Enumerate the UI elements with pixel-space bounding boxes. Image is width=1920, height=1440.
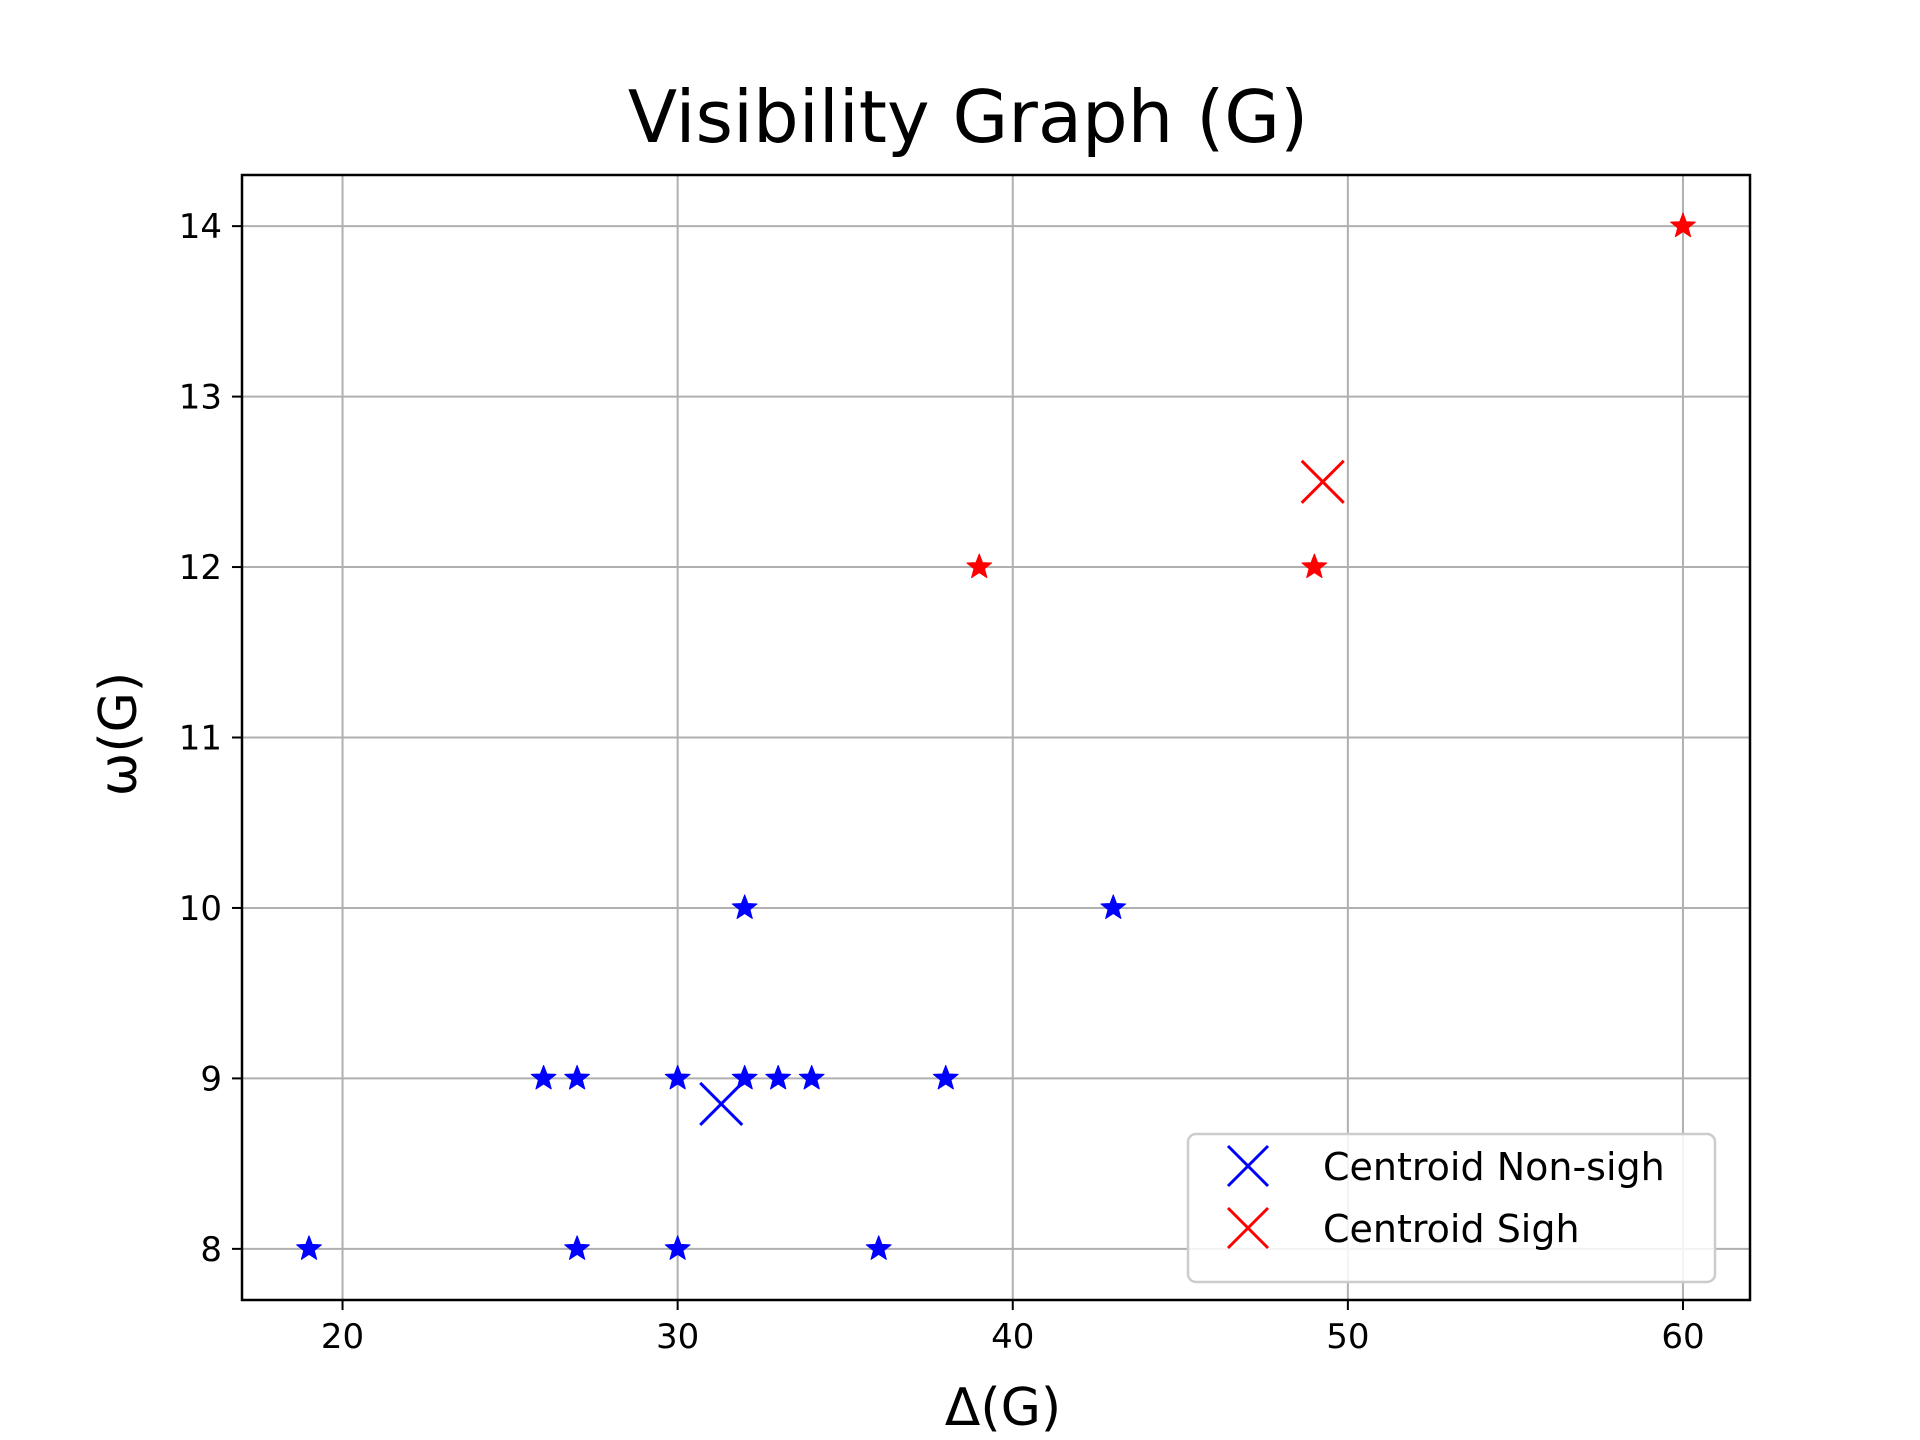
chart-title: Visibility Graph (G) [628,75,1308,159]
x-axis-label: Δ(G) [945,1378,1061,1438]
legend-label: Centroid Sigh [1323,1207,1580,1251]
x-tick-label: 30 [656,1317,699,1357]
data-point-star [932,1064,959,1090]
y-tick-label: 8 [200,1230,222,1270]
data-point-star [530,1064,557,1090]
legend: Centroid Non-sigh Centroid Sigh [1186,1132,1717,1284]
data-point-star [664,1235,691,1260]
data-point-star [865,1235,892,1260]
axis-ticks: 20 30 40 50 60 8 9 10 11 12 13 14 [179,207,1705,1357]
data-point-star [1670,212,1696,238]
data-point-star [731,894,758,919]
centroid-marker [1300,459,1345,504]
data-point-star [1100,894,1127,919]
legend-box [1186,1132,1717,1284]
y-axis-label: ω(G) [89,672,149,796]
x-tick-label: 50 [1326,1317,1369,1357]
y-tick-label: 10 [179,889,222,929]
y-tick-label: 12 [179,548,222,588]
y-tick-label: 11 [179,719,222,759]
y-tick-label: 13 [179,378,222,418]
x-tick-label: 20 [321,1317,364,1357]
x-tick-label: 60 [1661,1317,1704,1357]
legend-label: Centroid Non-sigh [1323,1145,1665,1189]
data-point-star [1301,553,1328,579]
data-point-star [731,1064,758,1090]
y-tick-label: 9 [200,1059,222,1099]
data-point-star [564,1064,590,1090]
data-point-star [966,553,993,579]
data-point-star [664,1064,691,1090]
data-point-star [564,1235,590,1260]
data-point-star [765,1064,792,1090]
data-point-star [296,1235,322,1260]
data-marks [296,212,1696,1260]
legend-marker [1226,1206,1270,1250]
y-tick-label: 14 [179,207,222,247]
centroid-marker [699,1081,744,1127]
grid-lines [242,175,1750,1300]
x-tick-label: 40 [991,1317,1034,1357]
data-point-star [798,1064,825,1090]
legend-marker [1226,1144,1270,1188]
